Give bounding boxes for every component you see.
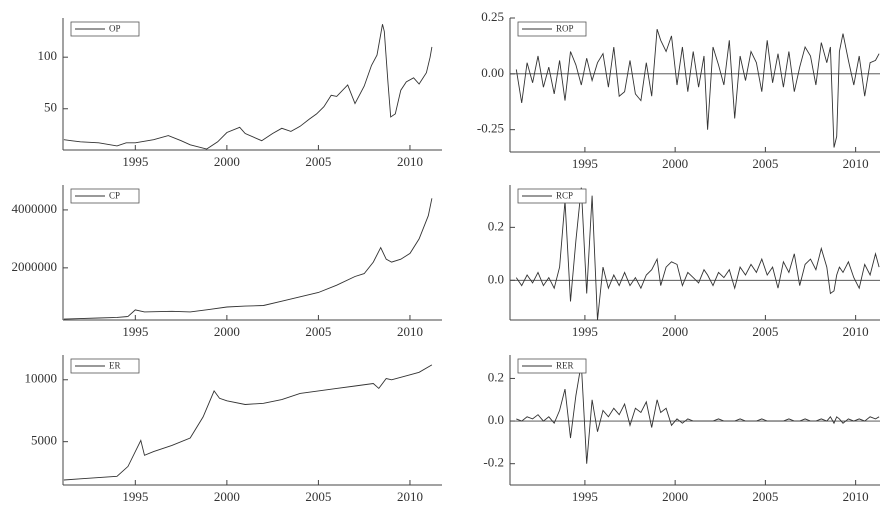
x-tick-label: 2010 xyxy=(397,154,423,169)
y-tick-label: 4000000 xyxy=(12,201,58,216)
series-line xyxy=(516,29,879,147)
series-line xyxy=(64,365,432,480)
x-tick-label: 2005 xyxy=(752,156,778,171)
x-tick-label: 1995 xyxy=(572,489,598,504)
legend-label: ER xyxy=(109,361,121,371)
y-tick-label: 0.2 xyxy=(488,218,504,233)
x-tick-label: 2005 xyxy=(752,324,778,339)
legend-label: ROP xyxy=(556,24,574,34)
x-tick-label: 2010 xyxy=(843,156,869,171)
series-line xyxy=(516,188,879,320)
legend-label: OP xyxy=(109,24,121,34)
chart-grid: 50 100 1995 2000 2005 2010 OP 0.25 0.00 -0.25 1995… xyxy=(0,0,881,506)
y-tick-label: -0.25 xyxy=(477,121,504,136)
x-tick-label: 1995 xyxy=(122,489,148,504)
y-tick-label: -0.2 xyxy=(483,455,504,470)
x-tick-label: 2000 xyxy=(214,324,240,339)
x-tick-label: 2005 xyxy=(305,154,331,169)
y-tick-label: 5000 xyxy=(31,433,57,448)
x-tick-label: 2010 xyxy=(843,489,869,504)
legend-label: RCP xyxy=(556,191,573,201)
y-tick-label: 0.00 xyxy=(481,65,504,80)
y-tick-label: 50 xyxy=(44,100,57,115)
series-line xyxy=(64,198,432,319)
x-tick-label: 2010 xyxy=(397,324,423,339)
x-tick-label: 2000 xyxy=(662,324,688,339)
y-tick-label: 0.25 xyxy=(481,9,504,24)
x-tick-label: 2000 xyxy=(662,489,688,504)
series-line xyxy=(516,364,879,464)
x-tick-label: 1995 xyxy=(572,324,598,339)
x-tick-label: 2010 xyxy=(843,324,869,339)
x-tick-label: 1995 xyxy=(122,154,148,169)
y-tick-label: 2000000 xyxy=(12,259,58,274)
x-tick-label: 2005 xyxy=(305,489,331,504)
y-tick-label: 0.0 xyxy=(488,412,504,427)
y-tick-label: 0.0 xyxy=(488,271,504,286)
x-tick-label: 1995 xyxy=(122,324,148,339)
y-tick-label: 100 xyxy=(38,48,58,63)
x-tick-label: 2000 xyxy=(214,154,240,169)
y-tick-label: 10000 xyxy=(25,371,58,386)
x-tick-label: 2000 xyxy=(662,156,688,171)
y-tick-label: 0.2 xyxy=(488,369,504,384)
series-line xyxy=(64,24,432,149)
x-tick-label: 2000 xyxy=(214,489,240,504)
x-tick-label: 2005 xyxy=(752,489,778,504)
legend-label: RER xyxy=(556,361,574,371)
x-tick-label: 1995 xyxy=(572,156,598,171)
x-tick-label: 2010 xyxy=(397,489,423,504)
legend-label: CP xyxy=(109,191,120,201)
x-tick-label: 2005 xyxy=(305,324,331,339)
